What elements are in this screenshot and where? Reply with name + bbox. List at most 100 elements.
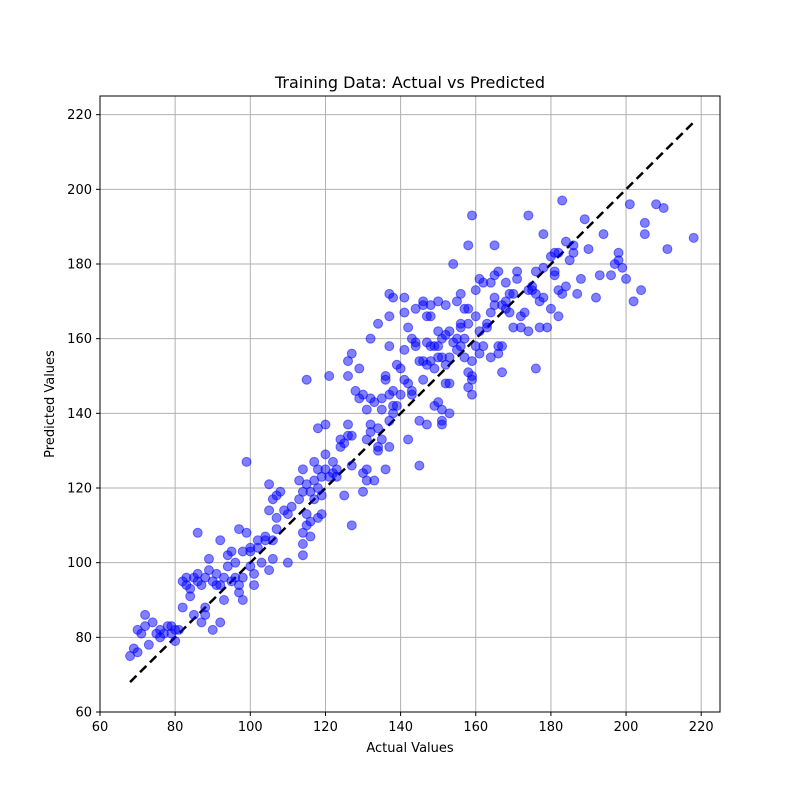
data-point xyxy=(519,307,530,318)
data-point xyxy=(553,311,564,322)
data-point xyxy=(553,247,564,258)
data-point xyxy=(538,292,549,303)
data-point xyxy=(376,434,387,445)
data-point xyxy=(192,527,203,538)
data-point xyxy=(391,400,402,411)
data-point xyxy=(493,266,504,277)
data-point xyxy=(132,647,143,658)
data-point xyxy=(414,460,425,471)
data-point xyxy=(297,550,308,561)
data-point xyxy=(361,404,372,415)
data-point xyxy=(346,520,357,531)
data-point xyxy=(147,617,158,628)
y-tick-label: 180 xyxy=(67,258,92,273)
x-tick-label: 140 xyxy=(388,720,413,735)
data-point xyxy=(482,322,493,333)
data-point xyxy=(384,441,395,452)
data-point xyxy=(500,277,511,288)
data-point xyxy=(361,464,372,475)
data-points xyxy=(125,195,699,661)
data-point xyxy=(376,404,387,415)
data-point xyxy=(267,553,278,564)
data-point xyxy=(207,624,218,635)
data-point xyxy=(444,408,455,419)
data-point xyxy=(358,486,369,497)
data-point xyxy=(636,285,647,296)
data-point xyxy=(429,363,440,374)
data-point xyxy=(297,464,308,475)
data-point xyxy=(343,419,353,430)
data-point xyxy=(271,524,282,535)
data-point xyxy=(373,423,384,434)
data-point xyxy=(305,531,316,542)
data-point xyxy=(448,259,459,269)
data-point xyxy=(418,374,429,385)
y-tick-label: 80 xyxy=(75,631,92,646)
data-point xyxy=(346,460,357,471)
grid-lines xyxy=(99,96,720,713)
data-point xyxy=(444,326,455,337)
data-point xyxy=(688,232,699,243)
data-point xyxy=(215,617,226,628)
data-point xyxy=(395,363,406,374)
data-point xyxy=(467,374,477,385)
data-point xyxy=(380,371,391,381)
y-tick-label: 220 xyxy=(67,108,92,123)
data-point xyxy=(444,352,455,363)
y-tick-label: 200 xyxy=(67,183,92,198)
y-tick-label: 60 xyxy=(75,706,92,721)
data-point xyxy=(384,341,395,352)
x-tick-label: 160 xyxy=(463,720,488,735)
x-tick-label: 60 xyxy=(92,720,109,735)
data-point xyxy=(203,553,214,564)
data-point xyxy=(320,449,331,460)
data-point xyxy=(271,512,282,523)
data-point xyxy=(489,292,500,303)
data-point xyxy=(504,307,515,318)
data-point xyxy=(639,217,650,228)
data-point xyxy=(373,445,384,456)
data-point xyxy=(436,419,447,430)
data-point xyxy=(530,363,541,374)
data-point xyxy=(301,374,312,385)
data-point xyxy=(264,479,275,490)
data-point xyxy=(467,356,477,367)
data-point xyxy=(282,557,293,568)
data-point xyxy=(478,341,489,352)
data-point xyxy=(140,609,151,620)
data-point xyxy=(264,505,275,516)
data-point xyxy=(560,281,571,292)
data-point xyxy=(237,572,248,583)
data-point xyxy=(403,434,414,445)
x-tick-label: 180 xyxy=(538,720,563,735)
data-point xyxy=(256,557,267,568)
data-point xyxy=(444,378,455,389)
data-point xyxy=(455,288,466,299)
data-point xyxy=(185,591,196,602)
data-point xyxy=(399,307,410,318)
data-point xyxy=(264,565,275,576)
data-point xyxy=(572,288,583,299)
data-point xyxy=(467,210,477,221)
data-point xyxy=(549,266,560,277)
reference-line xyxy=(129,121,695,684)
data-point xyxy=(399,292,410,303)
data-point xyxy=(339,490,350,501)
data-point xyxy=(575,273,586,284)
data-point xyxy=(538,262,549,273)
data-point xyxy=(470,285,481,296)
data-point xyxy=(568,240,579,251)
data-point xyxy=(617,262,628,273)
data-point xyxy=(497,341,508,352)
y-tick-label: 140 xyxy=(67,407,92,422)
data-point xyxy=(399,344,410,355)
data-point xyxy=(388,292,399,303)
x-tick-label: 120 xyxy=(313,720,338,735)
data-point xyxy=(331,464,342,475)
data-point xyxy=(230,557,241,568)
data-point xyxy=(241,527,252,538)
data-point xyxy=(226,546,237,557)
data-point xyxy=(497,367,508,378)
data-point xyxy=(591,292,601,303)
